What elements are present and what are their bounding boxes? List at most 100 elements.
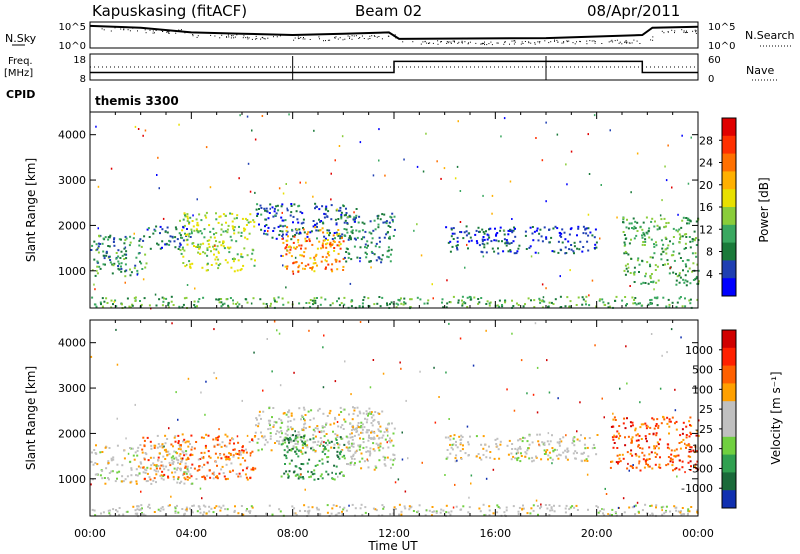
range-cell: [125, 257, 128, 260]
range-cell: [161, 296, 164, 299]
range-cell: [543, 300, 546, 303]
range-cell: [631, 454, 634, 457]
range-cell: [522, 436, 524, 439]
range-cell: [228, 442, 231, 445]
range-cell: [391, 212, 394, 215]
noise-search-dot: [192, 35, 194, 37]
range-cell: [625, 252, 628, 255]
range-cell: [551, 509, 554, 512]
range-cell: [355, 229, 358, 232]
range-cell: [572, 437, 575, 440]
sparse-cell: [110, 167, 113, 170]
range-cell: [694, 451, 696, 454]
noise-search-dot: [166, 31, 168, 33]
range-cell: [539, 228, 542, 231]
sparse-cell: [290, 246, 292, 249]
range-cell: [217, 221, 220, 224]
noise-search-dot: [402, 41, 404, 43]
range-cell: [312, 299, 315, 302]
range-cell: [129, 235, 132, 238]
range-cell: [567, 240, 570, 243]
noise-search-dot: [636, 40, 638, 42]
range-cell: [338, 443, 341, 446]
range-cell: [657, 466, 660, 469]
range-cell: [215, 232, 218, 234]
range-cell: [102, 250, 105, 253]
range-cell: [681, 219, 684, 222]
range-cell: [319, 437, 322, 439]
range-cell: [618, 457, 621, 460]
range-cell: [281, 255, 284, 257]
range-cell: [383, 458, 386, 461]
range-cell: [691, 270, 694, 273]
range-cell: [193, 467, 196, 470]
range-cell: [178, 305, 181, 308]
range-cell: [653, 296, 656, 299]
range-cell: [270, 302, 272, 305]
range-cell: [104, 482, 107, 485]
range-cell: [644, 422, 647, 425]
range-cell: [222, 230, 225, 233]
range-cell: [237, 231, 240, 234]
range-cell: [152, 462, 155, 465]
sparse-cell: [659, 387, 662, 390]
range-cell: [489, 227, 492, 230]
range-cell: [652, 418, 655, 421]
range-cell: [461, 304, 464, 307]
range-cell: [593, 446, 596, 449]
range-cell: [497, 252, 500, 255]
noise-search-dot: [309, 39, 311, 40]
sparse-cell: [468, 496, 470, 499]
range-cell: [205, 216, 208, 219]
range-cell: [393, 506, 396, 509]
noise-search-dot: [563, 42, 565, 44]
range-cell: [348, 215, 351, 218]
noise-search-dot: [263, 38, 265, 40]
y-tick-label: 4000: [58, 337, 86, 350]
sparse-cell: [116, 417, 118, 420]
range-cell: [131, 447, 134, 450]
range-cell: [452, 443, 455, 446]
range-cell: [227, 458, 229, 461]
range-cell: [486, 238, 489, 241]
range-cell: [397, 303, 400, 306]
range-cell: [335, 222, 338, 225]
range-cell: [239, 463, 242, 466]
range-cell: [595, 505, 598, 508]
range-cell: [280, 422, 283, 424]
range-cell: [242, 469, 244, 472]
sparse-cell: [359, 321, 362, 323]
noise-level-line: [89, 24, 699, 40]
range-cell: [504, 301, 506, 304]
range-cell: [390, 248, 393, 251]
range-cell: [233, 442, 235, 445]
range-cell: [373, 303, 376, 306]
noise-search-dot: [267, 37, 269, 39]
range-cell: [185, 509, 188, 512]
range-cell: [381, 213, 384, 216]
range-cell: [277, 296, 280, 299]
range-cell: [257, 422, 260, 425]
noise-search-dot: [522, 43, 524, 44]
range-cell: [160, 460, 163, 463]
range-cell: [116, 477, 118, 480]
range-cell: [317, 508, 320, 511]
range-cell: [212, 245, 214, 248]
range-cell: [177, 442, 180, 444]
range-cell: [645, 427, 648, 430]
sparse-cell: [532, 393, 535, 396]
range-cell: [503, 233, 506, 236]
range-cell: [628, 222, 631, 225]
range-cell: [318, 208, 321, 211]
range-cell: [506, 242, 508, 244]
range-cell: [202, 242, 205, 245]
sparse-cell: [556, 449, 558, 451]
sparse-cell: [609, 129, 611, 132]
range-cell: [229, 454, 232, 456]
range-cell: [547, 458, 549, 461]
range-cell: [294, 450, 297, 453]
noise-search-dot: [557, 41, 559, 43]
range-cell: [464, 302, 467, 305]
range-cell: [549, 440, 552, 443]
